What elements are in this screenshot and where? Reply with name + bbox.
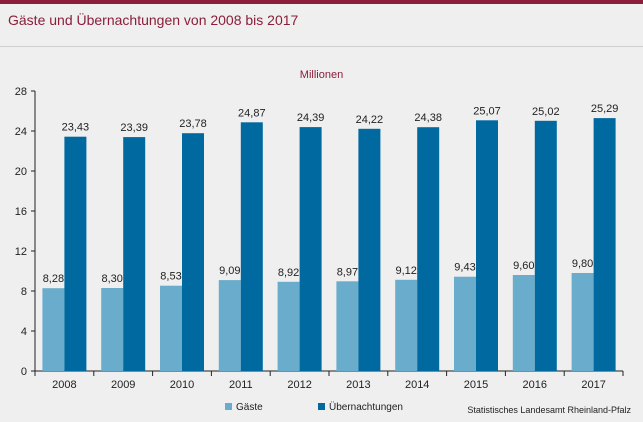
x-tick-label: 2011 xyxy=(229,379,253,391)
bar-uebernachtungen xyxy=(593,118,616,371)
data-label-gaeste: 9,12 xyxy=(395,265,416,277)
data-label-gaeste: 9,09 xyxy=(219,265,240,277)
data-label-uebernachtungen: 24,39 xyxy=(297,112,325,124)
data-label-gaeste: 8,53 xyxy=(160,271,181,283)
bar-gaeste xyxy=(218,280,241,371)
chart-title: Gäste und Übernachtungen von 2008 bis 20… xyxy=(8,12,299,28)
x-tick-label: 2013 xyxy=(346,379,370,391)
data-label-gaeste: 8,28 xyxy=(43,273,64,285)
x-tick-label: 2014 xyxy=(405,379,429,391)
data-label-gaeste: 8,92 xyxy=(278,267,299,279)
bar-gaeste xyxy=(571,273,594,371)
y-tick-label: 8 xyxy=(21,286,27,298)
x-tick-label: 2017 xyxy=(581,379,605,391)
x-tick-label: 2009 xyxy=(111,379,135,391)
data-label-uebernachtungen: 23,43 xyxy=(62,122,90,134)
legend-swatch-gaeste xyxy=(225,402,232,410)
unit-label: Millionen xyxy=(299,69,344,81)
title-divider xyxy=(0,46,643,47)
bar-uebernachtungen xyxy=(182,133,204,371)
y-tick-label: 28 xyxy=(15,86,27,98)
bar-gaeste xyxy=(336,281,359,371)
bar-gaeste xyxy=(512,275,535,371)
bar-uebernachtungen xyxy=(358,128,381,371)
data-label-gaeste: 9,60 xyxy=(513,260,534,272)
x-tick-label: 2016 xyxy=(523,379,547,391)
top-accent-rule xyxy=(0,0,643,4)
y-tick-label: 24 xyxy=(15,126,27,138)
data-label-uebernachtungen: 23,39 xyxy=(120,122,148,134)
bar-gaeste xyxy=(160,285,182,371)
data-label-gaeste: 8,30 xyxy=(101,273,122,285)
x-tick-label: 2015 xyxy=(464,379,488,391)
x-tick-label: 2008 xyxy=(52,379,76,391)
data-label-uebernachtungen: 23,78 xyxy=(179,118,207,130)
bar-gaeste xyxy=(395,279,418,371)
bar-uebernachtungen xyxy=(240,122,263,371)
y-tick-label: 0 xyxy=(21,366,27,378)
legend-label-gaeste: Gäste xyxy=(236,402,263,413)
data-label-uebernachtungen: 24,38 xyxy=(414,112,442,124)
bar-gaeste xyxy=(42,288,65,371)
bar-gaeste xyxy=(101,288,124,371)
legend-item-uebernachtungen: Übernachtungen xyxy=(318,402,403,413)
data-label-gaeste: 9,80 xyxy=(572,258,593,270)
x-tick-label: 2010 xyxy=(170,379,194,391)
data-label-uebernachtungen: 25,07 xyxy=(473,105,501,117)
bar-gaeste xyxy=(277,281,300,371)
bar-uebernachtungen xyxy=(64,136,87,371)
y-tick-label: 4 xyxy=(21,326,27,338)
data-label-uebernachtungen: 25,29 xyxy=(591,103,619,115)
bar-gaeste xyxy=(454,276,476,371)
bar-uebernachtungen xyxy=(123,137,146,371)
bar-uebernachtungen xyxy=(299,127,322,371)
y-tick-label: 20 xyxy=(15,166,27,178)
y-tick-label: 12 xyxy=(15,246,27,258)
bar-uebernachtungen xyxy=(476,120,498,371)
data-label-uebernachtungen: 24,87 xyxy=(238,107,266,119)
legend-swatch-uebernachtungen xyxy=(318,402,325,410)
legend-label-uebernachtungen: Übernachtungen xyxy=(329,402,403,413)
source-note: Statistisches Landesamt Rheinland-Pfalz xyxy=(467,405,631,415)
bar-uebernachtungen xyxy=(534,120,557,371)
y-tick-label: 16 xyxy=(15,206,27,218)
bar-uebernachtungen xyxy=(417,127,440,371)
data-label-gaeste: 9,43 xyxy=(454,262,475,274)
data-label-gaeste: 8,97 xyxy=(337,266,358,278)
data-label-uebernachtungen: 24,22 xyxy=(356,114,384,126)
data-label-uebernachtungen: 25,02 xyxy=(532,106,560,118)
legend-item-gaeste: Gäste xyxy=(225,402,263,413)
x-tick-label: 2012 xyxy=(287,379,311,391)
legend: Gäste Übernachtungen xyxy=(0,402,643,416)
